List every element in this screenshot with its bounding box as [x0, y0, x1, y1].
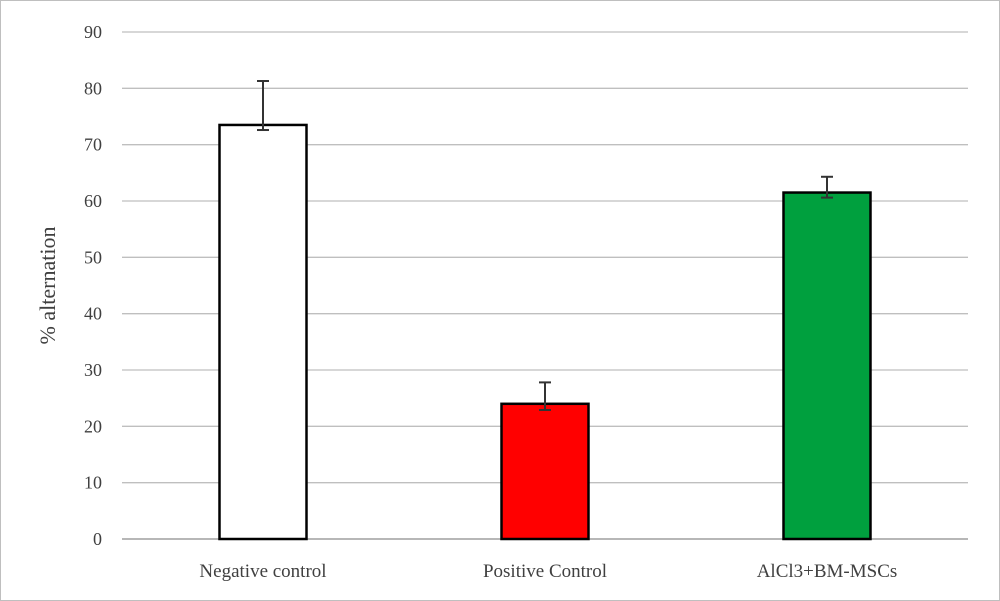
y-tick-label: 70 [84, 135, 102, 155]
y-axis-label: % alternation [35, 227, 60, 345]
category-labels: Negative control Positive Control AlCl3+BM… [199, 561, 897, 582]
category-label: AlCl3+BM-MSCs [757, 561, 898, 582]
bar [500, 402, 590, 541]
bar [782, 191, 872, 541]
y-tick-label: 50 [84, 247, 102, 267]
error-bars [257, 80, 833, 411]
y-tick-label: 20 [84, 416, 102, 436]
y-tick-label: 40 [84, 304, 102, 324]
y-tick-labels: 0 10 20 30 40 50 60 70 80 90 [84, 22, 102, 549]
y-tick-label: 80 [84, 78, 102, 98]
y-tick-label: 90 [84, 22, 102, 42]
y-tick-label: 60 [84, 191, 102, 211]
bar [218, 123, 308, 541]
category-label: Positive Control [483, 561, 607, 582]
y-tick-label: 30 [84, 360, 102, 380]
y-tick-label: 10 [84, 473, 102, 493]
category-label: Negative control [199, 561, 326, 582]
bars [218, 123, 872, 541]
y-tick-label: 0 [93, 529, 102, 549]
